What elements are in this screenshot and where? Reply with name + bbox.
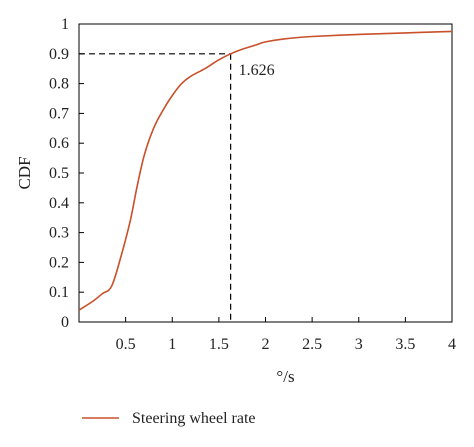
legend-label: Steering wheel rate — [132, 410, 256, 427]
series-line — [78, 30, 453, 311]
x-axis-label: °/s — [276, 367, 294, 386]
y-tick-label: 0.7 — [49, 105, 69, 122]
y-tick-label: 0.5 — [49, 165, 69, 182]
series-group — [78, 30, 453, 311]
y-tick-label: 0 — [61, 314, 69, 331]
y-tick-label: 0.1 — [49, 284, 69, 301]
annotation-guides: 1.626 — [79, 53, 275, 322]
x-axis-ticks: 0.5 1 1.5 2 2.5 3 3.5 4 — [116, 317, 456, 353]
y-tick-label: 0.8 — [49, 76, 69, 93]
y-tick-label: 0.4 — [49, 195, 69, 212]
y-tick-label: 1 — [61, 16, 69, 33]
y-tick-label: 0.9 — [49, 46, 69, 63]
x-tick-label: 2.5 — [302, 336, 322, 353]
annotation-label: 1.626 — [239, 62, 275, 79]
x-tick-label: 1.5 — [209, 336, 229, 353]
x-tick-label: 3 — [355, 336, 363, 353]
y-tick-label: 0.2 — [49, 254, 69, 271]
x-tick-label: 2 — [262, 336, 270, 353]
y-axis-ticks: 0 0.1 0.2 0.3 0.4 0.5 0.6 0.7 0.8 0.9 1 — [49, 16, 84, 331]
y-axis-label: CDF — [15, 156, 34, 189]
x-tick-label: 4 — [448, 336, 456, 353]
y-tick-label: 0.3 — [49, 225, 69, 242]
y-tick-label: 0.6 — [49, 135, 69, 152]
x-tick-label: 1 — [168, 336, 176, 353]
x-tick-label: 0.5 — [116, 336, 136, 353]
legend: Steering wheel rate — [82, 410, 256, 427]
x-tick-label: 3.5 — [395, 336, 415, 353]
